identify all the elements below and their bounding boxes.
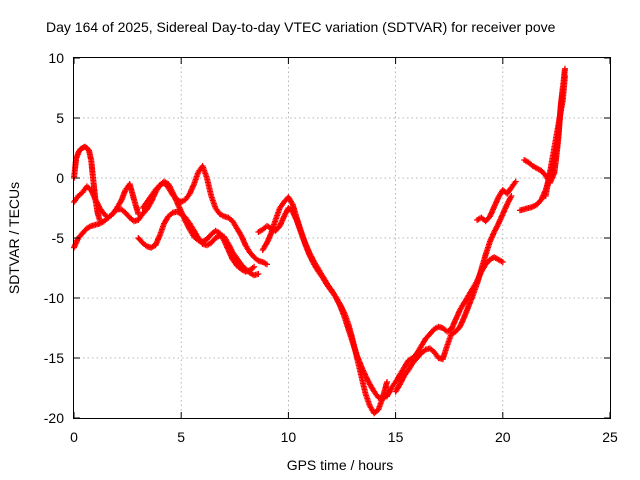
data-point bbox=[487, 237, 494, 244]
data-point bbox=[562, 65, 568, 72]
series-sat-e bbox=[139, 178, 258, 275]
data-point bbox=[487, 212, 494, 218]
series-sat-b bbox=[71, 181, 142, 221]
data-point bbox=[238, 234, 245, 240]
x-tick-label: 5 bbox=[177, 429, 185, 445]
y-tick-label: 10 bbox=[48, 50, 64, 66]
plot-frame bbox=[73, 57, 611, 419]
data-point bbox=[512, 178, 519, 185]
series-sat-m bbox=[542, 73, 568, 199]
data-point bbox=[453, 315, 460, 322]
series-sat-i bbox=[392, 193, 515, 395]
data-marks bbox=[71, 65, 568, 417]
x-axis-label: GPS time / hours bbox=[287, 457, 394, 473]
y-tick-label: -15 bbox=[44, 350, 64, 366]
data-point bbox=[264, 261, 270, 268]
y-axis-label: SDTVAR / TECUs bbox=[6, 182, 22, 294]
data-point bbox=[189, 183, 196, 190]
x-tick-label: 25 bbox=[602, 429, 618, 445]
data-point bbox=[255, 271, 262, 277]
axis-ticks: 0 5 10 15 20 25 -20 -15 -10 -5 0 5 10 bbox=[44, 50, 618, 445]
data-point bbox=[508, 193, 515, 199]
y-tick-label: -20 bbox=[44, 410, 64, 426]
grid bbox=[74, 58, 610, 418]
x-tick-label: 15 bbox=[388, 429, 404, 445]
series-sat-j bbox=[474, 178, 519, 225]
data-point bbox=[224, 244, 231, 251]
data-point bbox=[251, 263, 258, 270]
x-tick-label: 10 bbox=[281, 429, 297, 445]
y-tick-label: 0 bbox=[56, 170, 64, 186]
y-tick-label: 5 bbox=[56, 110, 64, 126]
x-tick-label: 20 bbox=[495, 429, 511, 445]
y-tick-label: -10 bbox=[44, 290, 64, 306]
data-point bbox=[499, 259, 506, 265]
chart-title: Day 164 of 2025, Sidereal Day-to-day VTE… bbox=[46, 19, 556, 35]
data-point bbox=[562, 73, 568, 79]
data-point bbox=[384, 379, 390, 385]
y-tick-label: -5 bbox=[52, 230, 65, 246]
series-sat-g bbox=[259, 194, 395, 402]
x-tick-label: 0 bbox=[70, 429, 78, 445]
